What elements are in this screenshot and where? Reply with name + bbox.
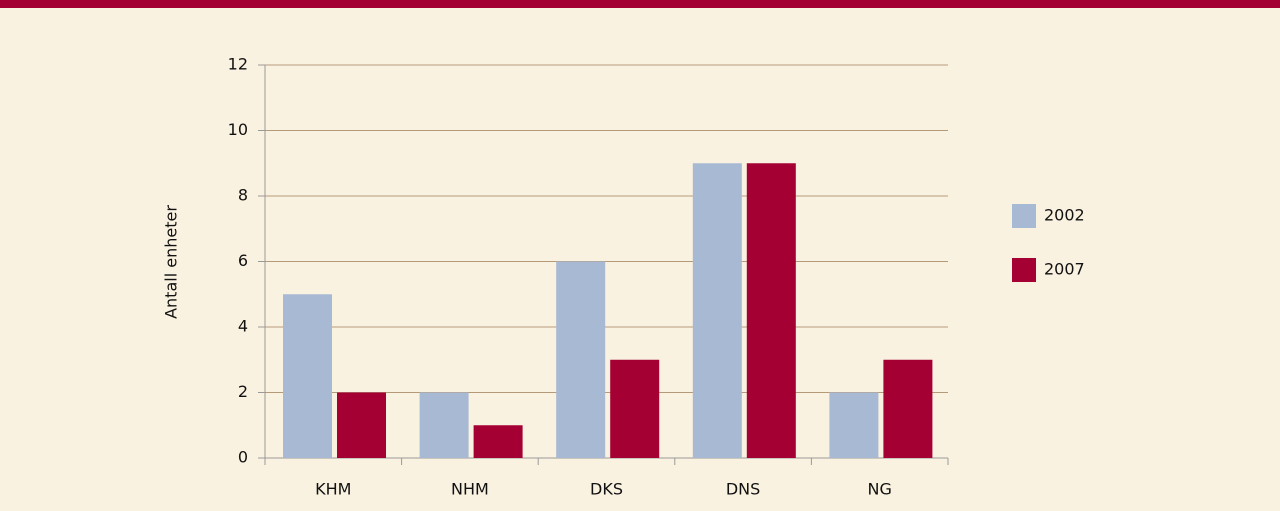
y-tick-label: 12 <box>228 55 248 74</box>
y-tick-label: 0 <box>238 448 248 467</box>
bar <box>692 163 742 458</box>
bar <box>883 359 933 458</box>
bar <box>473 425 523 458</box>
y-tick-label: 4 <box>238 317 248 336</box>
x-tick-label: KHM <box>315 480 351 499</box>
x-tick-label: NHM <box>451 480 489 499</box>
bar <box>746 163 796 458</box>
legend-label: 2002 <box>1044 206 1085 225</box>
legend-swatch <box>1012 204 1036 228</box>
bar <box>829 392 879 458</box>
legend-label: 2007 <box>1044 260 1085 279</box>
bar <box>419 392 469 458</box>
y-tick-label: 2 <box>238 382 248 401</box>
y-axis-label: Antall enheter <box>162 205 181 319</box>
top-bar <box>0 0 1280 8</box>
x-tick-label: DKS <box>590 480 623 499</box>
y-tick-label: 10 <box>228 120 248 139</box>
bar <box>283 294 332 458</box>
y-tick-label: 6 <box>238 251 248 270</box>
bar <box>610 359 660 458</box>
y-tick-label: 8 <box>238 186 248 205</box>
bar <box>337 392 386 458</box>
legend-swatch <box>1012 258 1036 282</box>
x-tick-label: DNS <box>726 480 760 499</box>
x-tick-label: NG <box>868 480 892 499</box>
bar <box>556 261 606 458</box>
